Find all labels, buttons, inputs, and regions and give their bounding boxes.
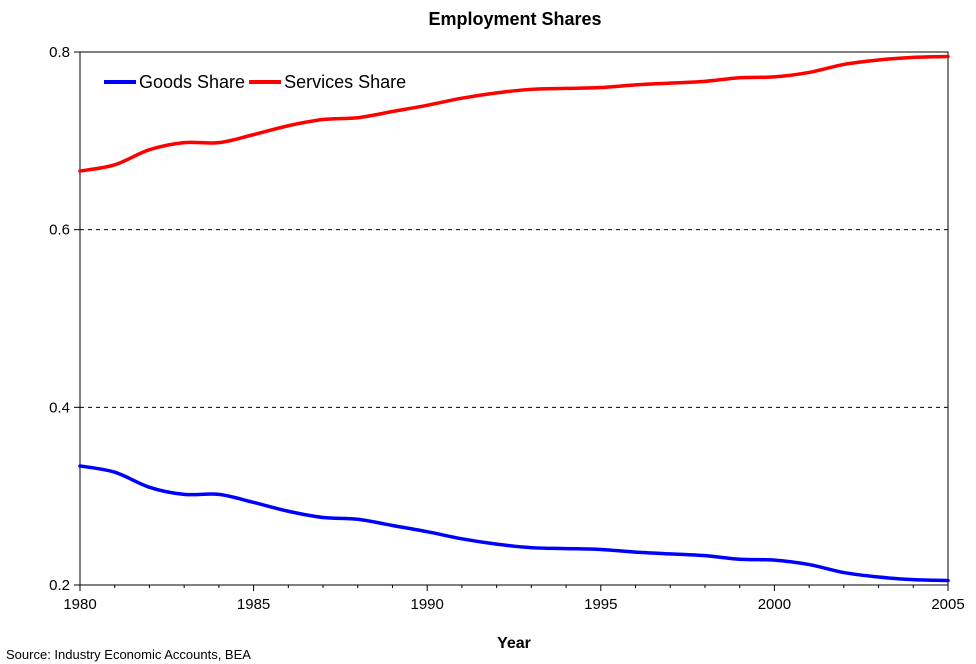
legend-label-services-share: Services Share [284, 72, 406, 92]
plot-area-frame [79, 51, 949, 586]
y-tick-label-0: 0.2 [49, 577, 70, 594]
y-tick-label-1: 0.4 [49, 399, 70, 416]
series-lines [78, 54, 950, 583]
y-tick-label-3: 0.8 [49, 44, 70, 61]
x-tick-label-0: 1980 [63, 596, 96, 613]
chart-title: Employment Shares [428, 9, 601, 29]
y-axis: 0.2 0.4 0.6 0.8 [49, 44, 80, 594]
x-axis: 1980 1985 1990 1995 2000 2005 [63, 585, 965, 613]
legend: Goods Share Services Share [104, 72, 406, 92]
grid-lines [80, 229, 948, 408]
series-line-services-share [78, 54, 950, 173]
x-tick-label-2: 1990 [411, 596, 444, 613]
y-tick-label-2: 0.6 [49, 222, 70, 239]
x-tick-label-5: 2005 [931, 596, 964, 613]
legend-label-goods-share: Goods Share [139, 72, 245, 92]
x-tick-label-3: 1995 [584, 596, 617, 613]
x-tick-label-1: 1985 [237, 596, 270, 613]
x-tick-label-4: 2000 [758, 596, 791, 613]
source-note: Source: Industry Economic Accounts, BEA [6, 647, 251, 662]
x-axis-label: Year [497, 635, 531, 652]
series-line-goods-share [78, 464, 950, 583]
